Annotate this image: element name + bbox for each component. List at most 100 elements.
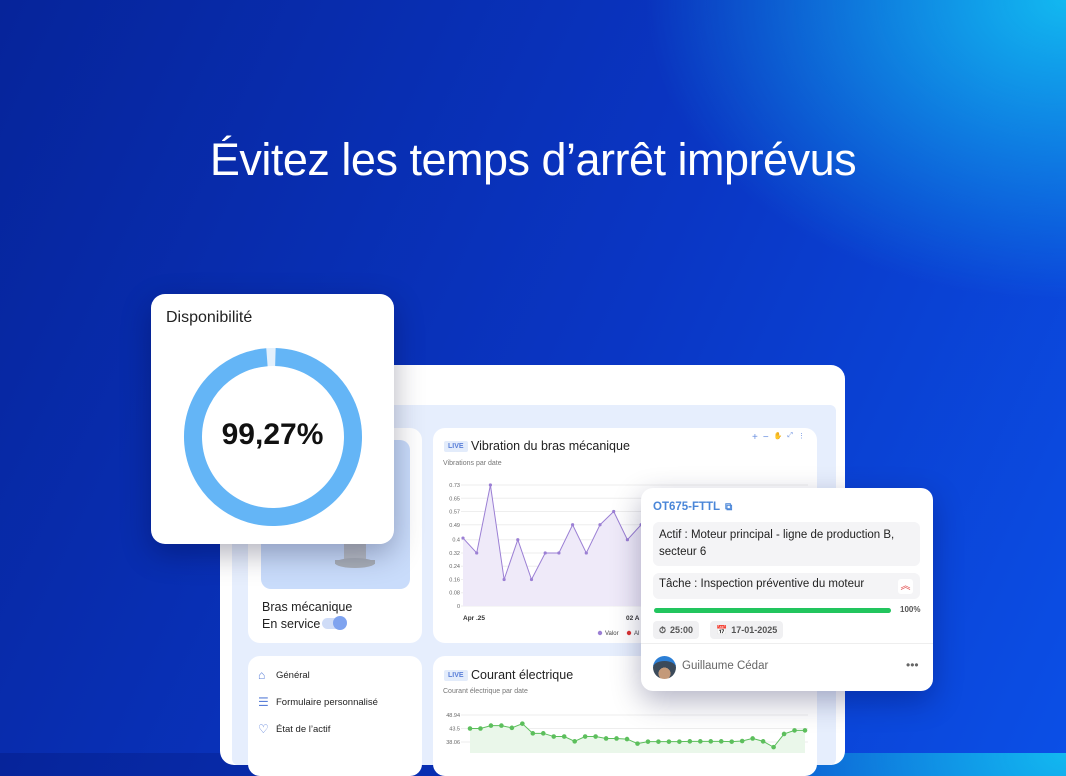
work-order-id[interactable]: OT675-FTTL	[653, 501, 721, 513]
availability-card: Disponibilité 99,27%	[151, 294, 394, 544]
current-chart: 38.06 43.5 48.94	[446, 713, 808, 753]
current-title: Courant électrique	[471, 668, 574, 682]
duration-value: 25:00	[670, 625, 694, 635]
y-tick-label: 43.5	[449, 727, 460, 733]
hero-title: Évitez les temps d’arrêt imprévus	[209, 134, 857, 185]
menu-item[interactable]: ☰ Formulaire personnalisé	[258, 695, 378, 709]
menu-item[interactable]: ⌂ Général	[258, 668, 378, 682]
data-point	[612, 509, 616, 514]
duration-chip: ⏱ 25:00	[653, 621, 700, 639]
data-point	[478, 726, 483, 731]
y-tick-label: 0.08	[449, 591, 460, 597]
y-tick-label: 0.73	[449, 483, 460, 489]
asset-status-label: En service :	[262, 617, 328, 631]
legend-marker	[626, 630, 632, 636]
date-chip: 📅 17-01-2025	[710, 621, 784, 639]
pan-icon[interactable]: ✋	[773, 433, 783, 440]
y-tick-label: 0.49	[449, 523, 460, 529]
availability-title: Disponibilité	[166, 309, 253, 326]
data-point	[582, 734, 588, 739]
timer-icon: ⏱	[659, 624, 667, 635]
availability-value: 99,27%	[221, 418, 324, 451]
work-order-card[interactable]: OT675-FTTL ⧉ Actif : Moteur principal - l…	[641, 488, 933, 691]
data-point	[467, 726, 473, 731]
data-point	[603, 736, 609, 741]
live-badge: LIVE	[444, 441, 468, 452]
data-point	[666, 739, 672, 744]
zoom-out-icon[interactable]: −	[762, 432, 769, 443]
current-subtitle: Courant électrique par date	[443, 688, 528, 695]
copy-icon[interactable]: ⧉	[725, 501, 733, 513]
data-point	[571, 523, 575, 527]
more-icon[interactable]: ⋮	[798, 433, 806, 440]
data-point	[543, 551, 547, 555]
data-point	[509, 725, 515, 731]
data-point	[750, 736, 755, 741]
reset-icon[interactable]: ⤢	[787, 432, 794, 439]
data-point	[781, 731, 787, 737]
legend-label: Valor	[605, 631, 619, 637]
area-fill	[463, 485, 642, 606]
data-point	[516, 538, 520, 542]
data-point	[557, 551, 561, 555]
data-point	[729, 739, 735, 744]
data-point	[475, 551, 479, 555]
y-tick-label: 0.65	[449, 496, 460, 502]
live-badge: LIVE	[444, 670, 468, 681]
series-line	[462, 484, 642, 581]
menu-item-label: Général	[276, 669, 310, 681]
avatar	[653, 656, 676, 679]
y-tick-label: 48.94	[446, 713, 460, 719]
y-tick-label: 0.4	[452, 538, 460, 544]
y-tick-label: 0.57	[449, 510, 460, 516]
asset-field: Actif : Moteur principal - ligne de prod…	[653, 522, 920, 566]
more-options-icon[interactable]: •••	[906, 658, 919, 672]
data-point	[792, 728, 797, 733]
y-tick-label: 0.32	[449, 551, 460, 557]
data-point	[677, 739, 682, 744]
data-point	[614, 736, 619, 741]
vibration-subtitle: Vibrations par date	[443, 460, 502, 467]
mechanical-arm-image	[335, 544, 375, 568]
data-point	[687, 739, 693, 744]
data-point	[540, 731, 546, 736]
data-point	[488, 723, 494, 728]
data-point	[718, 739, 724, 744]
data-point	[760, 739, 766, 744]
menu-item[interactable]: ♡ État de l’actif	[258, 722, 378, 736]
toggle-knob[interactable]	[333, 616, 347, 630]
assignee-name: Guillaume Cédar	[682, 660, 769, 672]
asset-name: Bras mécanique	[262, 600, 353, 614]
task-field: Tâche : Inspection préventive du moteur	[653, 573, 920, 599]
data-point	[561, 734, 567, 739]
date-value: 17-01-2025	[731, 625, 778, 635]
y-tick-label: 0.16	[449, 577, 460, 583]
y-tick-label: 38.06	[446, 740, 460, 746]
data-point	[502, 577, 506, 582]
data-point	[499, 723, 504, 728]
data-point	[739, 738, 745, 744]
legend-label: Al	[634, 631, 639, 637]
data-point	[635, 741, 640, 746]
y-tick-label: 0	[457, 604, 460, 610]
data-point	[698, 739, 703, 744]
x-tick-label: Apr .25	[463, 615, 485, 622]
data-point	[708, 739, 714, 744]
data-point	[461, 536, 465, 540]
calendar-icon: 📅	[716, 624, 728, 635]
donut-value-arc	[184, 348, 362, 526]
zoom-in-icon[interactable]: +	[752, 432, 758, 443]
home-icon: ⌂	[258, 668, 266, 682]
y-tick-label: 0.24	[449, 564, 460, 570]
data-point	[593, 734, 598, 739]
high-priority-icon: ︽	[898, 579, 913, 594]
data-point	[520, 721, 525, 726]
data-point	[584, 551, 588, 555]
data-point	[656, 739, 661, 744]
area-fill	[470, 723, 805, 753]
legend-marker	[597, 630, 603, 636]
menu-item-label: État de l’actif	[276, 723, 331, 735]
data-point	[645, 739, 651, 744]
form-icon: ☰	[258, 695, 269, 709]
data-point	[625, 538, 629, 542]
